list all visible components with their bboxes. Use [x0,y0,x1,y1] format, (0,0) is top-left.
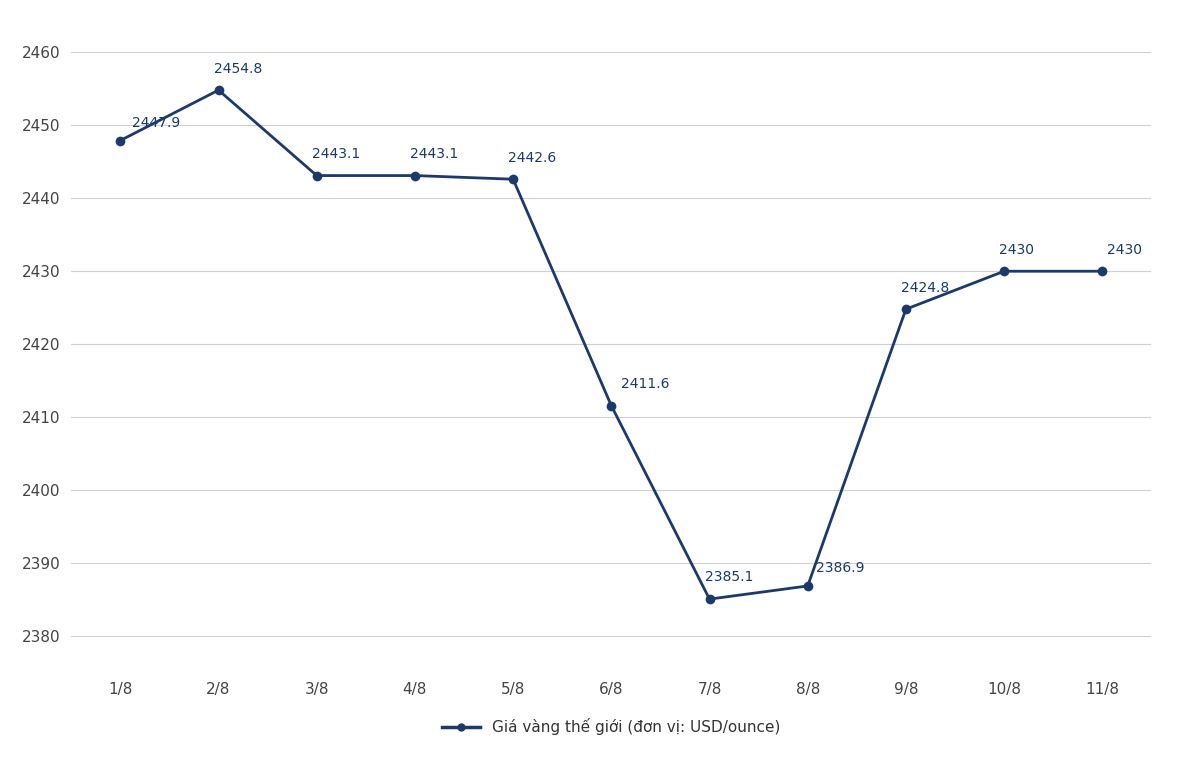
Text: 2411.6: 2411.6 [621,377,669,391]
Text: 2443.1: 2443.1 [410,147,458,161]
Text: 2385.1: 2385.1 [705,571,753,584]
Text: 2430: 2430 [1107,243,1142,256]
Text: 2447.9: 2447.9 [132,116,180,129]
Text: 2442.6: 2442.6 [508,151,557,164]
Text: 2386.9: 2386.9 [815,561,864,575]
Text: 2424.8: 2424.8 [901,281,950,295]
Text: 2430: 2430 [999,243,1034,256]
Text: 2454.8: 2454.8 [214,61,262,76]
Legend: Giá vàng thế giới (đơn vị: USD/ounce): Giá vàng thế giới (đơn vị: USD/ounce) [436,712,787,741]
Text: 2443.1: 2443.1 [312,147,360,161]
